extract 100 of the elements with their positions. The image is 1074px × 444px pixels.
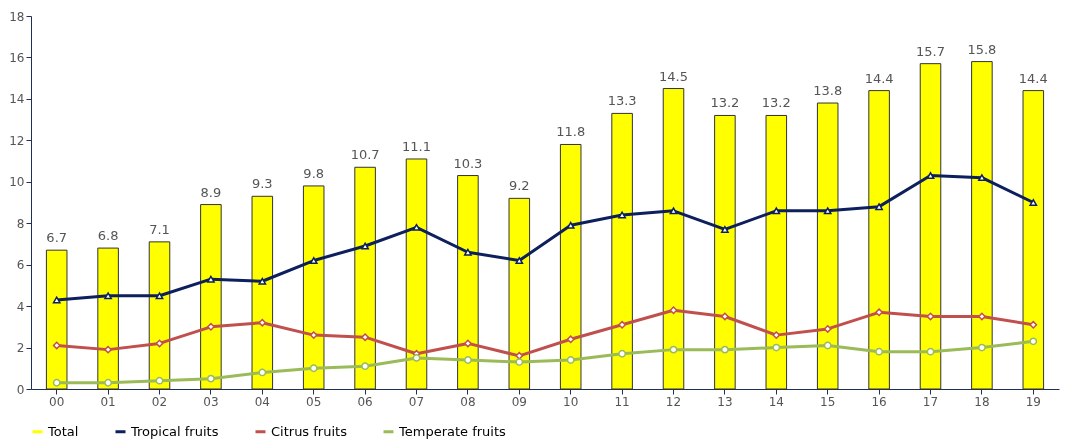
- data-label: 13.2: [710, 95, 740, 111]
- data-label: 9.3: [251, 176, 273, 192]
- x-tick-label: 10: [563, 394, 579, 409]
- data-label: 15.8: [967, 41, 997, 57]
- bar: [816, 102, 839, 390]
- point: [258, 368, 267, 377]
- bar: [45, 249, 68, 390]
- x-tick-label: 06: [357, 394, 373, 409]
- point: [104, 292, 113, 300]
- x-tick-label: 05: [306, 394, 322, 409]
- point: [206, 275, 215, 283]
- x-tick-label: 19: [1025, 394, 1041, 409]
- data-label: 6.8: [97, 228, 119, 244]
- point: [155, 339, 164, 348]
- x-tick-label: 01: [100, 394, 116, 409]
- bar: [611, 112, 633, 390]
- bar: [508, 197, 531, 390]
- x-tick-label: 00: [49, 394, 65, 409]
- y-tick-label: 18: [9, 9, 25, 24]
- point: [772, 207, 781, 215]
- data-label: 10.7: [350, 147, 380, 163]
- point: [309, 331, 318, 340]
- y-tick-label: 8: [16, 216, 25, 231]
- x-tick-label: 09: [511, 394, 527, 409]
- point: [463, 356, 472, 364]
- point: [1029, 199, 1038, 206]
- x-tick-label: 03: [203, 394, 219, 409]
- point: [515, 351, 524, 360]
- point: [515, 257, 524, 265]
- legend-label: Temperate fruits: [398, 423, 507, 439]
- data-label: 8.9: [200, 184, 222, 200]
- point: [977, 174, 986, 182]
- point: [618, 211, 627, 219]
- bar: [662, 88, 685, 390]
- point: [875, 347, 884, 356]
- bar: [559, 143, 582, 390]
- point: [1029, 320, 1038, 329]
- data-label: 11.8: [556, 124, 586, 140]
- data-label: 13.3: [607, 93, 637, 109]
- bar: [868, 90, 890, 390]
- point: [52, 341, 61, 350]
- point: [566, 356, 575, 364]
- bar: [457, 175, 479, 390]
- point: [463, 339, 472, 348]
- point: [206, 322, 215, 331]
- y-tick-label: 12: [9, 133, 25, 148]
- bar: [765, 114, 788, 390]
- point: [720, 225, 729, 233]
- y-tick-label: 10: [9, 175, 25, 190]
- point: [772, 343, 781, 352]
- data-label: 11.1: [402, 138, 431, 154]
- x-tick-label: 14: [768, 394, 784, 409]
- bar: [714, 114, 736, 390]
- point: [258, 318, 267, 327]
- bar: [1022, 90, 1045, 390]
- bar: [919, 63, 942, 390]
- point: [618, 349, 627, 358]
- point: [618, 320, 627, 329]
- data-label: 14.5: [659, 68, 688, 84]
- point: [823, 207, 832, 215]
- y-tick-label: 14: [9, 92, 25, 107]
- point: [926, 347, 935, 356]
- bar: [354, 166, 376, 390]
- point: [720, 312, 729, 321]
- y-tick-label: 2: [16, 341, 25, 356]
- x-tick-label: 12: [665, 394, 682, 409]
- point: [1029, 337, 1038, 346]
- x-tick-label: 13: [717, 394, 733, 409]
- data-label: 15.7: [916, 43, 945, 59]
- y-tick-label: 16: [9, 50, 25, 65]
- x-tick-label: 02: [151, 394, 168, 409]
- point: [104, 378, 113, 387]
- point: [361, 362, 370, 371]
- bar: [971, 61, 993, 390]
- point: [155, 376, 164, 385]
- point: [463, 248, 472, 256]
- point: [720, 345, 729, 354]
- y-tick-label: 6: [16, 258, 25, 273]
- data-label: 6.7: [46, 230, 68, 246]
- data-label: 14.4: [864, 70, 894, 86]
- point: [52, 378, 61, 387]
- data-label: 14.4: [1018, 70, 1048, 86]
- legend-label: Total: [47, 423, 79, 439]
- point: [412, 223, 421, 231]
- point: [309, 364, 318, 373]
- point: [104, 345, 113, 354]
- bar: [405, 158, 428, 390]
- point: [258, 277, 267, 285]
- point: [823, 324, 832, 333]
- point: [875, 203, 884, 211]
- data-label: 10.3: [453, 155, 483, 171]
- x-tick-label: 15: [820, 394, 836, 409]
- y-tick-label: 4: [16, 299, 25, 314]
- x-tick-label: 16: [871, 394, 887, 409]
- point: [669, 345, 678, 354]
- bar: [251, 195, 274, 390]
- point: [515, 358, 524, 366]
- data-label: 9.2: [508, 178, 530, 194]
- point: [823, 341, 832, 350]
- legend-label: Tropical fruits: [130, 423, 219, 439]
